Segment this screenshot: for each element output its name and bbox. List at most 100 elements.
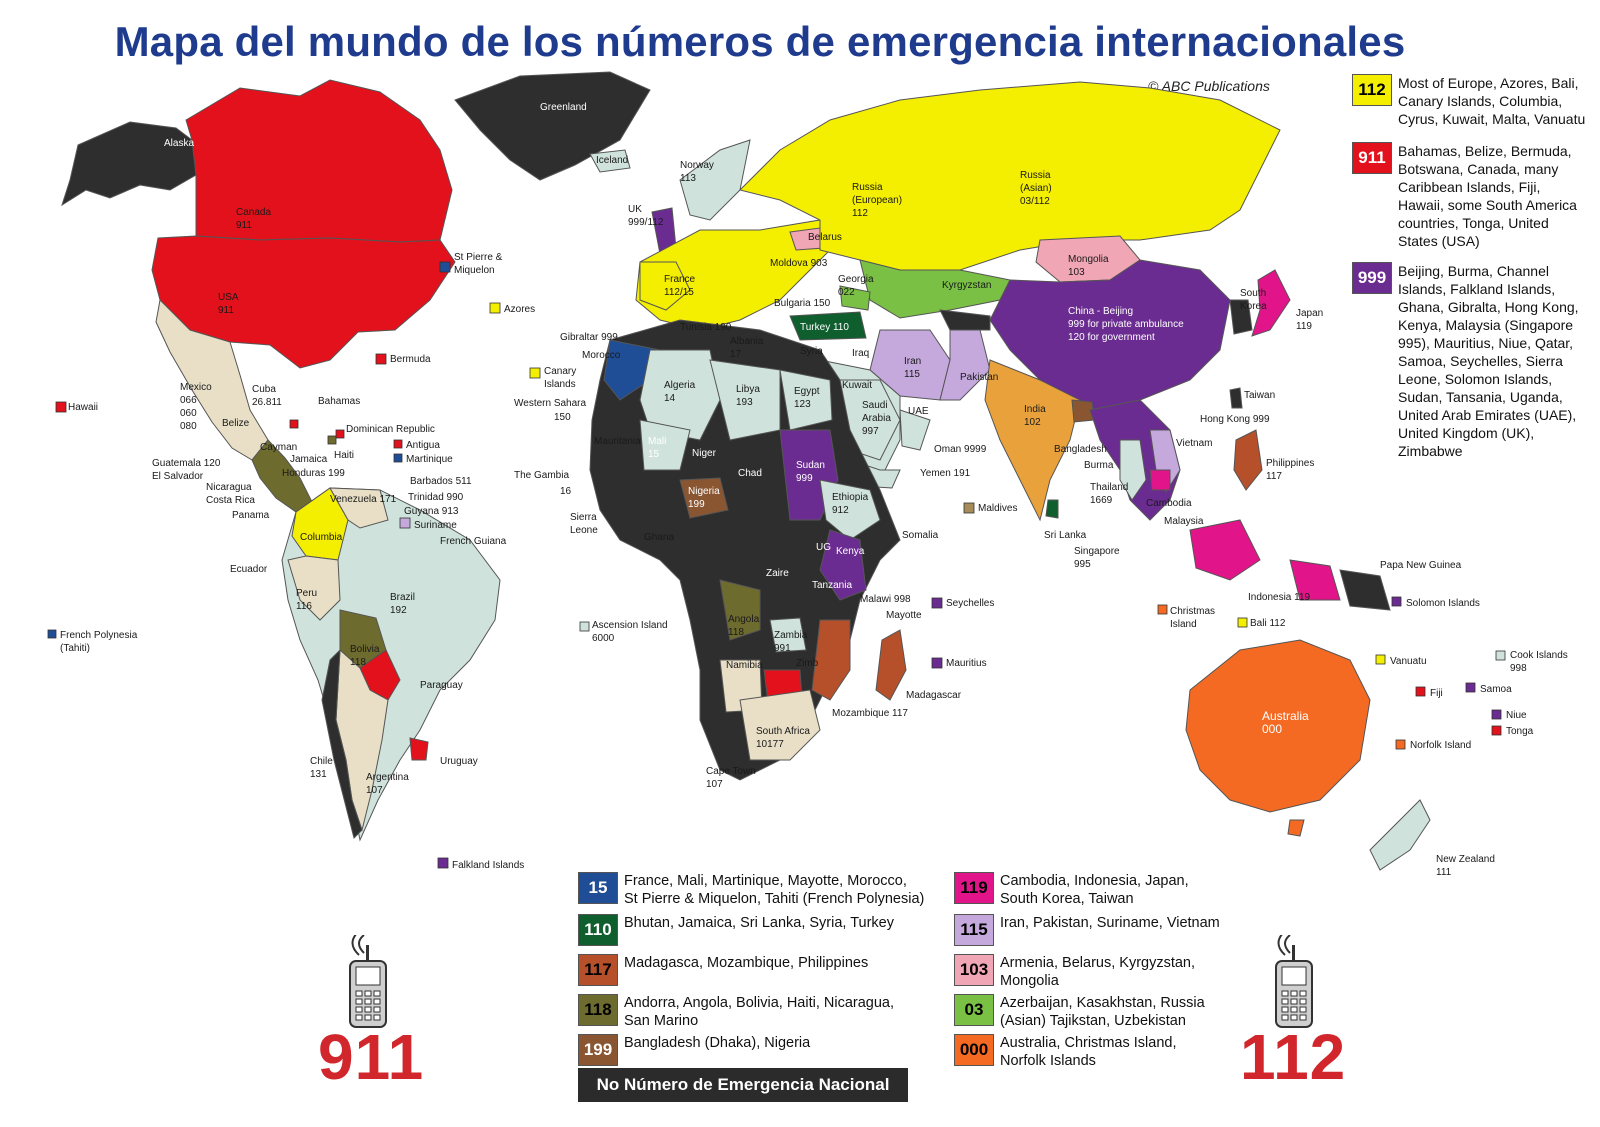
- label-gambia-num: 16: [560, 486, 572, 497]
- label-india: India 102: [1024, 404, 1046, 428]
- label-columbia: Columbia: [300, 532, 343, 543]
- label-bermuda: Bermuda: [390, 354, 431, 365]
- label-mayotte: Mayotte: [886, 610, 922, 621]
- label-cape-town: Cape Town 107: [706, 766, 756, 790]
- marker-vanuatu: [1375, 654, 1386, 665]
- label-hawaii: Hawaii: [68, 402, 98, 413]
- label-gambia: The Gambia: [514, 470, 569, 481]
- code-description-03: Azerbaijan, Kasakhstan, Russia (Asian) Ta…: [1000, 995, 1205, 1029]
- legend-row-103: 103 Armenia, Belarus, Kyrgyzstan, Mongolia: [954, 954, 1195, 990]
- code-description-119: Cambodia, Indonesia, Japan, South Korea, …: [1000, 873, 1189, 907]
- region-tasmania: [1287, 819, 1305, 837]
- region-kenya-tanzania: [819, 529, 867, 601]
- label-france: France 112/15: [664, 274, 696, 298]
- region-libya: [709, 359, 781, 441]
- marker-mauritius: [931, 657, 943, 669]
- label-kuwait: Kuwait: [842, 380, 872, 391]
- code-badge-117: 117: [578, 954, 618, 986]
- label-mali: Mali 15: [648, 436, 666, 460]
- region-zambia: [769, 617, 807, 653]
- marker-cuba: [289, 419, 299, 429]
- label-morocco: Morocco: [582, 350, 621, 361]
- region-japan: [1251, 269, 1291, 337]
- region-mozambique: [811, 619, 851, 701]
- label-nigeria: Nigeria 199: [688, 486, 720, 510]
- label-new-zealand: New Zealand 111: [1436, 854, 1495, 878]
- label-mauritania: Mauritania: [594, 436, 641, 447]
- code-description-118: Andorra, Angola, Bolivia, Haiti, Nicarag…: [624, 995, 895, 1029]
- marker-norfolk: [1395, 739, 1406, 750]
- code-badge-110: 110: [578, 914, 618, 946]
- code-description-199: Bangladesh (Dhaka), Nigeria: [624, 1035, 811, 1051]
- label-iceland: Iceland: [596, 155, 628, 166]
- label-somalia: Somalia: [902, 530, 939, 541]
- code-badge-999: 999: [1352, 262, 1392, 294]
- legend-row-119: 119 Cambodia, Indonesia, Japan, South Kore…: [954, 872, 1189, 908]
- label-saudi: Saudi Arabia 997: [862, 400, 891, 437]
- marker-dominican: [335, 429, 345, 439]
- region-oman: [899, 409, 931, 451]
- label-greenland: Greenland: [540, 102, 587, 113]
- label-paraguay: Paraguay: [420, 680, 463, 691]
- marker-bermuda: [375, 353, 387, 365]
- region-cambodia: [1149, 469, 1171, 491]
- region-south-africa: [739, 689, 821, 761]
- region-morocco: [603, 339, 661, 401]
- label-haiti: Haiti: [334, 450, 354, 461]
- label-bulgaria: Bulgaria 150: [774, 298, 831, 309]
- label-turkey: Turkey 110: [800, 322, 849, 333]
- legend-row-117: 117 Madagasca, Mozambique, Philippines: [578, 954, 868, 986]
- label-yemen: Yemen 191: [920, 468, 971, 479]
- label-niger: Niger: [692, 448, 717, 459]
- label-belarus: Belarus: [808, 232, 842, 243]
- label-hong-kong: Hong Kong 999: [1200, 414, 1270, 425]
- label-niue: Niue: [1506, 710, 1527, 721]
- region-turkey: [789, 311, 867, 341]
- legend-row-03: 03 Azerbaijan, Kasakhstan, Russia (Asian) …: [954, 994, 1205, 1030]
- marker-haiti: [327, 435, 337, 445]
- label-canary: Canary Islands: [544, 366, 576, 390]
- label-egypt: Egypt 123: [794, 386, 820, 410]
- label-oman: Oman 9999: [934, 444, 987, 455]
- marker-tonga: [1491, 725, 1502, 736]
- marker-st-pierre: [439, 261, 451, 273]
- label-barbados: Barbados 511: [410, 476, 472, 487]
- label-mongolia: Mongolia 103: [1068, 254, 1109, 278]
- region-sri-lanka: [1045, 499, 1059, 519]
- marker-hawaii: [55, 401, 67, 413]
- label-pakistan: Pakistan: [960, 372, 998, 383]
- label-syria: Syria: [800, 346, 823, 357]
- page-title: Mapa del mundo de los números de emergen…: [114, 18, 1406, 65]
- region-ethiopia: [819, 479, 881, 541]
- label-moldova: Moldova 903: [770, 258, 828, 269]
- label-zambia: Zambia 991: [774, 630, 808, 654]
- label-sierra-leone: Sierra Leone: [570, 512, 598, 536]
- region-korea: [1229, 299, 1253, 335]
- marker-canary: [529, 367, 541, 379]
- label-panama: Panama: [232, 510, 270, 521]
- label-canada: Canada 911: [236, 207, 271, 231]
- label-sudan: Sudan 999: [796, 460, 825, 484]
- region-india: [984, 359, 1081, 522]
- legend-top-row-911: 911 Bahamas, Belize, Bermuda, Botswana, Ca…: [1352, 142, 1577, 250]
- label-algeria: Algeria 14: [664, 380, 696, 404]
- label-w-sahara-num: 150: [554, 412, 571, 423]
- label-seychelles: Seychelles: [946, 598, 994, 609]
- region-greenland: [454, 71, 651, 181]
- mobile-phone-icon-right: [1275, 935, 1313, 1028]
- legend-row-115: 115 Iran, Pakistan, Suriname, Vietnam: [954, 914, 1220, 946]
- region-europe: [635, 219, 831, 331]
- label-ethiopia: Ethiopia 912: [832, 492, 869, 516]
- label-chad: Chad: [738, 468, 762, 479]
- legend-row-110: 110 Bhutan, Jamaica, Sri Lanka, Syria, Tu…: [578, 914, 894, 946]
- label-mexico: Mexico 066 060 080: [180, 382, 212, 432]
- label-belize: Belize: [222, 418, 250, 429]
- region-egypt: [779, 369, 833, 431]
- legend-row-118: 118 Andorra, Angola, Bolivia, Haiti, Nica…: [578, 994, 894, 1030]
- label-guatemala: Guatemala 120 El Salvador: [152, 458, 221, 482]
- mobile-phone-icon-left: [349, 935, 387, 1028]
- code-description-117: Madagasca, Mozambique, Philippines: [624, 955, 869, 971]
- label-gibraltar: Gibraltar 999: [560, 332, 618, 343]
- region-france: [639, 261, 691, 311]
- label-cayman: Cayman: [260, 442, 297, 453]
